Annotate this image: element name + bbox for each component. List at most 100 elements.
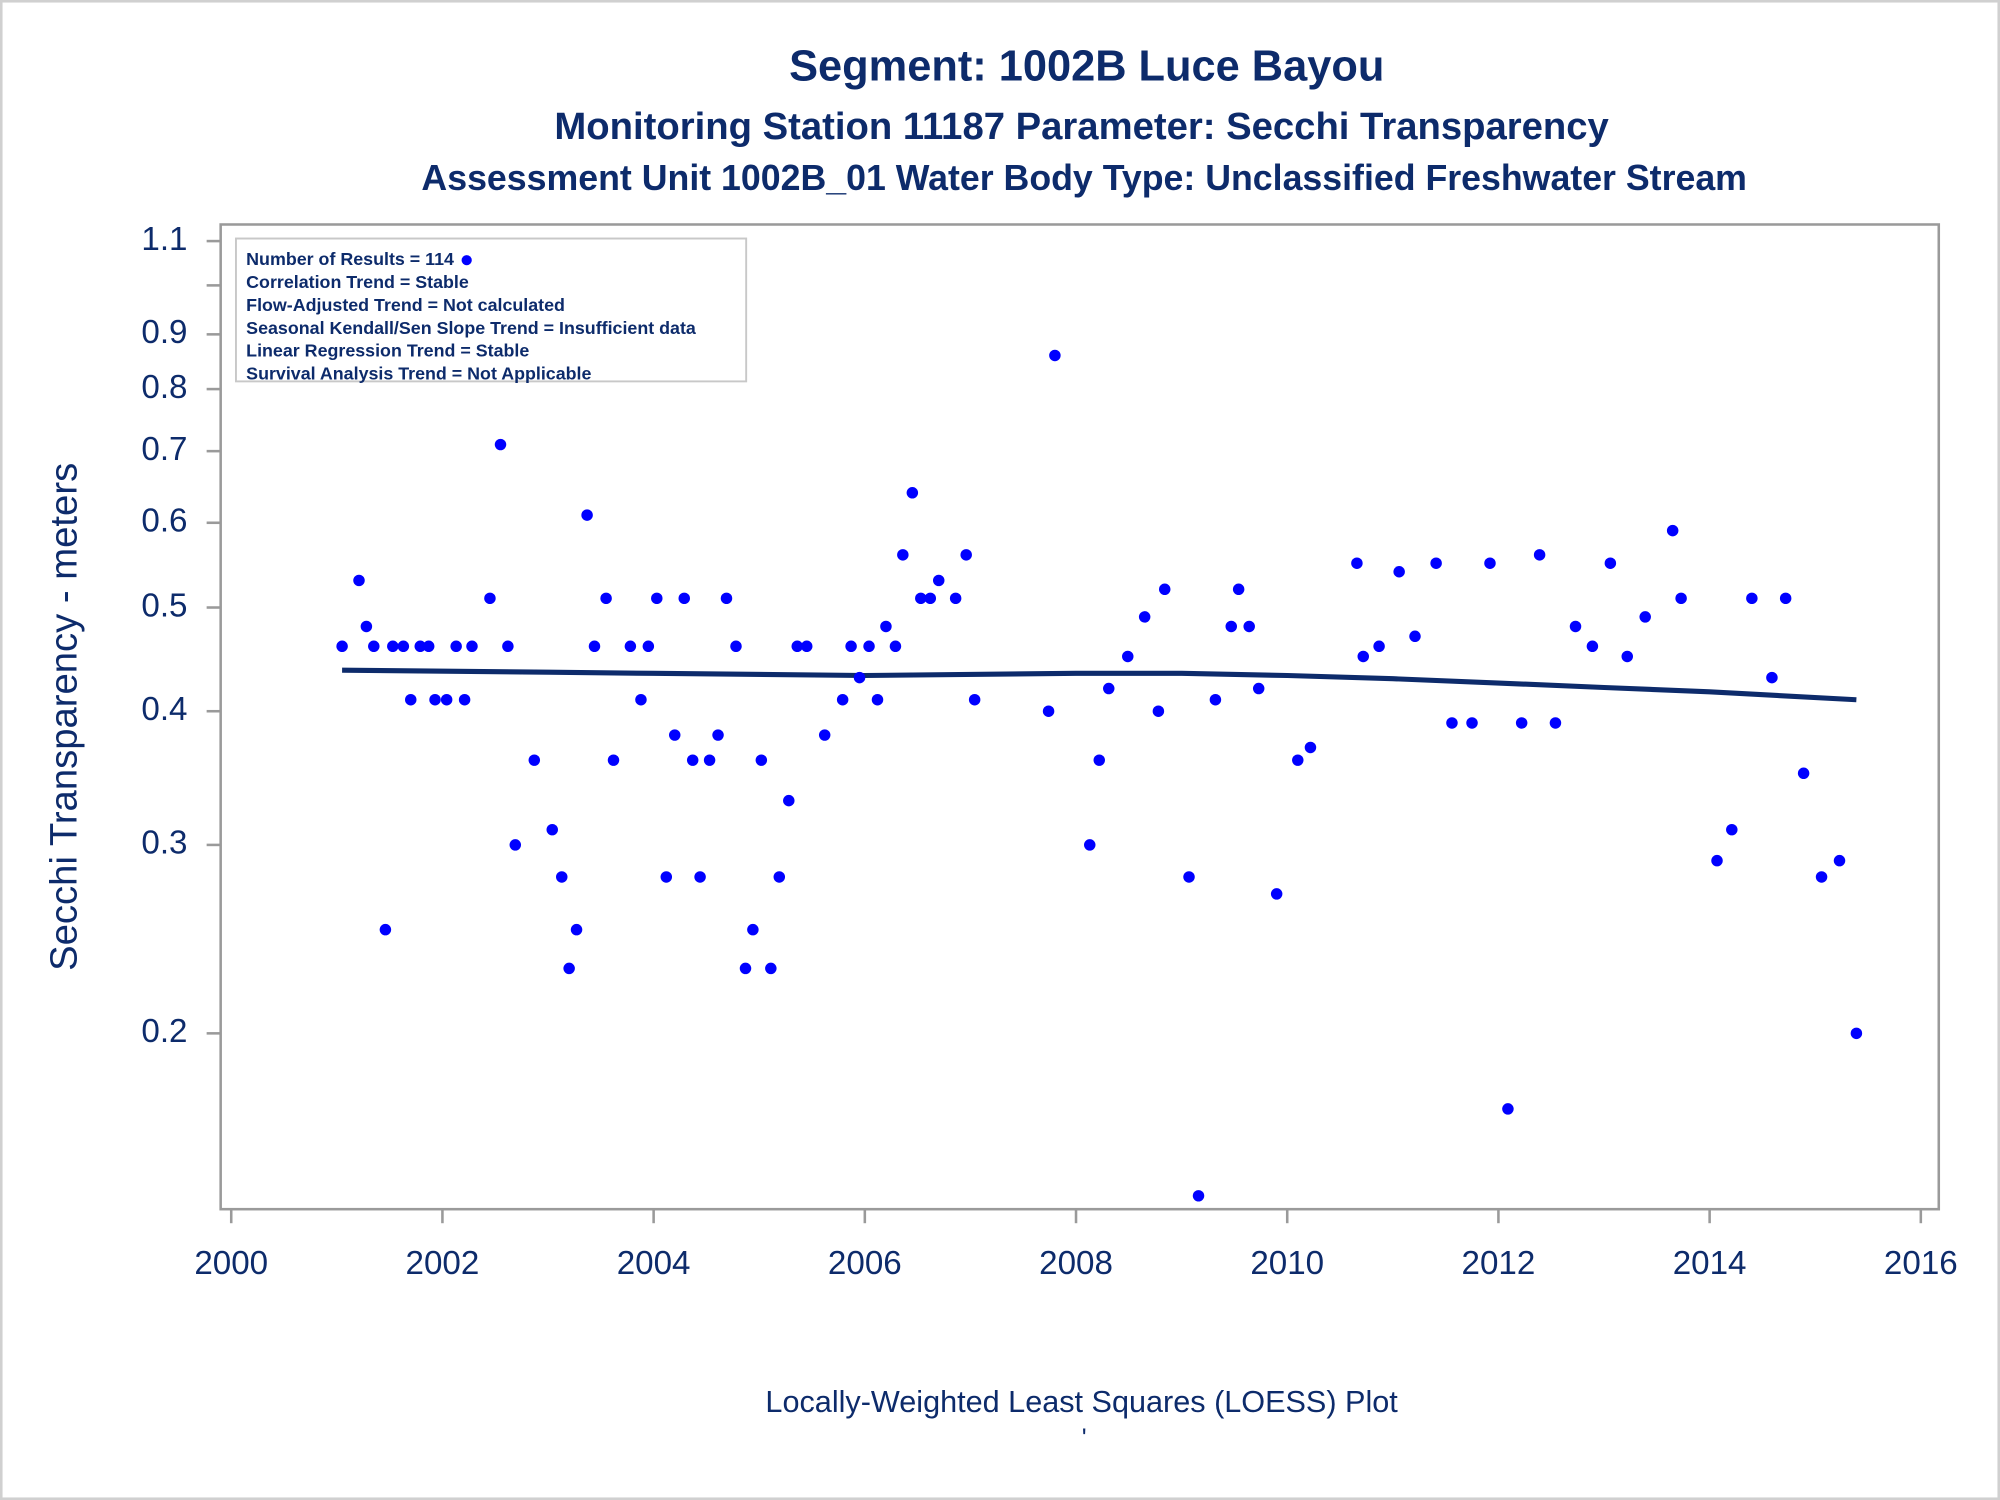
annotation: Linear Regression Trend = Stable xyxy=(246,341,529,361)
data-point xyxy=(1639,611,1651,623)
data-point xyxy=(1084,839,1096,851)
data-point xyxy=(502,640,514,653)
data-point xyxy=(1675,592,1687,605)
data-point xyxy=(906,487,919,499)
data-point xyxy=(1042,705,1055,717)
data-point xyxy=(747,923,759,936)
x-tick-label: 2000 xyxy=(194,1245,268,1282)
data-point xyxy=(1533,549,1546,561)
data-point xyxy=(1158,583,1171,596)
x-tick-label: 2002 xyxy=(406,1245,480,1282)
data-point xyxy=(1103,682,1115,695)
legend-marker xyxy=(461,255,472,266)
data-point xyxy=(863,640,875,653)
data-point xyxy=(336,640,348,653)
y-tick-label: 0.9 xyxy=(141,314,187,351)
data-point xyxy=(1122,650,1134,663)
annotation: Flow-Adjusted Trend = Not calculated xyxy=(246,295,565,315)
data-point xyxy=(1466,717,1478,729)
data-point xyxy=(1409,630,1421,643)
data-point xyxy=(1666,524,1679,537)
data-point xyxy=(783,794,795,807)
data-point xyxy=(968,694,981,706)
data-point xyxy=(773,871,786,883)
data-point xyxy=(570,923,583,936)
x-tick-label: 2014 xyxy=(1673,1245,1747,1282)
annotation: Survival Analysis Trend = Not Applicable xyxy=(246,364,591,384)
data-point xyxy=(642,640,655,653)
data-point xyxy=(1192,1190,1205,1202)
data-point xyxy=(1746,592,1758,605)
data-point xyxy=(1711,854,1723,867)
data-point xyxy=(836,694,849,706)
data-point xyxy=(607,754,620,766)
data-point xyxy=(397,640,410,653)
data-point xyxy=(703,754,716,766)
data-point xyxy=(1430,557,1442,569)
data-point xyxy=(1209,694,1222,706)
annotation: Correlation Trend = Stable xyxy=(246,272,469,292)
data-point xyxy=(1393,566,1405,578)
data-point xyxy=(720,592,733,605)
x-tick-label: 2016 xyxy=(1884,1245,1958,1282)
chart-title: Segment: 1002B Luce Bayou xyxy=(789,42,1384,90)
data-point xyxy=(1304,741,1317,754)
data-point xyxy=(853,671,866,684)
data-point xyxy=(818,729,831,741)
data-point xyxy=(712,729,724,741)
data-point xyxy=(450,640,462,653)
data-point xyxy=(360,620,373,633)
data-point xyxy=(387,640,399,653)
data-point xyxy=(1232,583,1245,596)
data-point xyxy=(353,574,365,587)
data-point xyxy=(1270,888,1283,900)
data-point xyxy=(1549,717,1562,729)
data-point xyxy=(1093,754,1105,766)
data-point xyxy=(1243,620,1255,633)
data-point xyxy=(880,620,892,633)
data-point xyxy=(1569,620,1582,633)
data-point xyxy=(933,574,945,587)
data-point xyxy=(600,592,612,605)
data-point xyxy=(1779,592,1792,605)
data-point xyxy=(422,640,435,653)
data-point xyxy=(1833,854,1846,867)
data-point xyxy=(379,923,392,936)
data-point xyxy=(368,640,380,653)
data-point xyxy=(755,754,768,766)
data-point xyxy=(1797,767,1810,780)
data-point xyxy=(1766,671,1778,684)
data-point xyxy=(1357,650,1369,663)
data-point xyxy=(405,694,417,706)
data-point xyxy=(897,549,909,561)
y-axis-label: Secchi Transparency - meters xyxy=(42,463,85,971)
data-point xyxy=(440,694,453,706)
data-point xyxy=(429,694,441,706)
y-tick-label: 0.6 xyxy=(141,503,187,540)
data-point xyxy=(651,592,663,605)
data-point xyxy=(528,754,541,766)
x-tick-label: 2008 xyxy=(1039,1245,1113,1282)
data-point xyxy=(1183,871,1195,883)
data-point xyxy=(1502,1103,1514,1115)
data-point xyxy=(1049,349,1061,362)
data-point xyxy=(1586,640,1599,653)
y-tick-label: 0.7 xyxy=(141,431,187,468)
footnote: Locally-Weighted Least Squares (LOESS) P… xyxy=(765,1385,1398,1419)
data-point xyxy=(739,962,752,975)
data-point xyxy=(1446,717,1458,729)
data-point xyxy=(660,871,673,883)
x-tick-label: 2012 xyxy=(1462,1245,1536,1282)
data-point xyxy=(1850,1027,1863,1040)
y-tick-label: 0.8 xyxy=(141,369,187,406)
data-point xyxy=(845,640,857,653)
x-tick-label: 2004 xyxy=(617,1245,691,1282)
data-point xyxy=(1484,557,1496,569)
data-point xyxy=(949,592,962,605)
data-point xyxy=(546,823,558,836)
data-point xyxy=(1351,557,1363,569)
data-point xyxy=(556,871,568,883)
x-tick-label: 2006 xyxy=(828,1245,902,1282)
